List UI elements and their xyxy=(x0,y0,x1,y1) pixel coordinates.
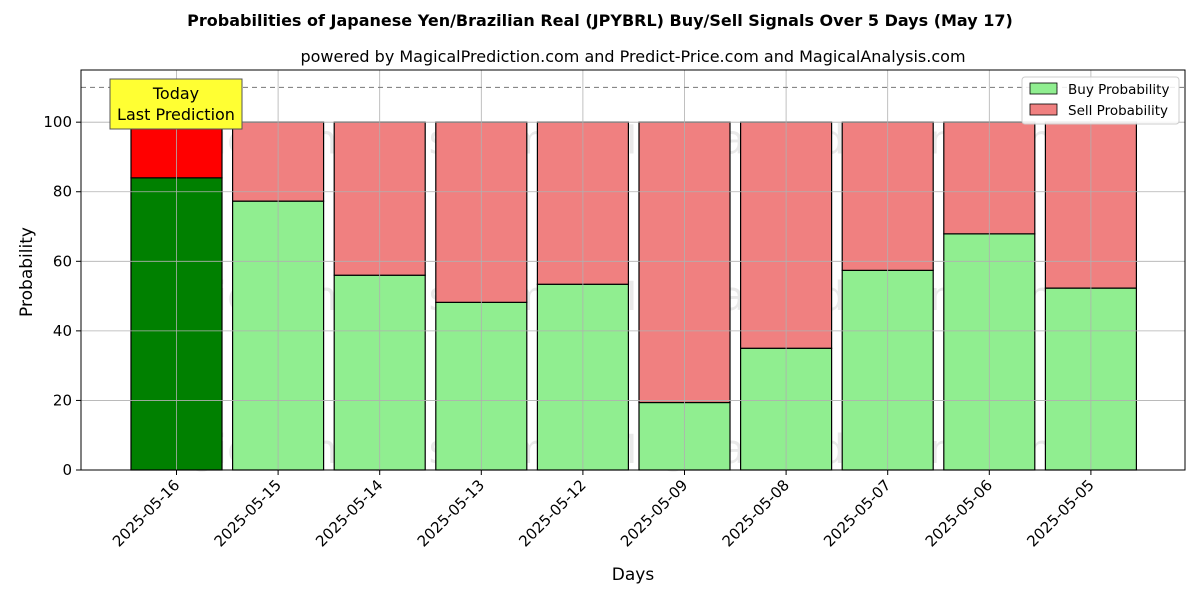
plot-frame xyxy=(80,69,1186,471)
x-tick-label: 2025-05-13 xyxy=(414,476,488,550)
x-tick-label: 2025-05-12 xyxy=(515,476,589,550)
x-tick-label: 2025-05-09 xyxy=(617,476,691,550)
legend-label-buy: Buy Probability xyxy=(1068,82,1169,98)
y-tick-label: 80 xyxy=(53,183,72,201)
grid-layer xyxy=(81,70,1185,471)
annotation-line-2: Last Prediction xyxy=(117,105,235,124)
x-tick-label: 2025-05-07 xyxy=(820,476,894,550)
y-tick-label: 60 xyxy=(53,252,72,270)
bars-layer xyxy=(130,121,1138,471)
today-annotation: Today Last Prediction xyxy=(109,78,243,130)
x-tick-label: 2025-05-16 xyxy=(109,476,183,550)
chart-subtitle: powered by MagicalPrediction.com and Pre… xyxy=(300,47,965,66)
legend-label-sell: Sell Probability xyxy=(1068,103,1168,119)
legend-frame xyxy=(1021,76,1180,125)
chart-title: Probabilities of Japanese Yen/Brazilian … xyxy=(187,11,1013,30)
x-tick-label: 2025-05-14 xyxy=(312,476,386,550)
y-tick-label: 20 xyxy=(53,391,72,409)
y-axis: 0 20 40 60 80 100 xyxy=(43,113,81,479)
x-axis-label: Days xyxy=(612,565,655,585)
y-tick-label: 0 xyxy=(62,461,72,479)
legend-swatch-buy xyxy=(1029,82,1058,95)
x-axis: 2025-05-16 2025-05-15 2025-05-14 2025-05-13… xyxy=(109,470,1098,550)
y-tick-label: 100 xyxy=(43,113,72,131)
x-tick-label: 2025-05-15 xyxy=(211,476,285,550)
y-axis-label: Probability xyxy=(17,227,37,317)
y-tick-label: 40 xyxy=(53,322,72,340)
annotation-box xyxy=(109,78,243,130)
x-tick-label: 2025-05-08 xyxy=(719,476,793,550)
x-tick-label: 2025-05-06 xyxy=(922,476,996,550)
annotation-line-1: Today xyxy=(152,84,199,103)
legend: Buy Probability Sell Probability xyxy=(1021,76,1180,125)
legend-swatch-sell xyxy=(1029,103,1058,116)
x-tick-label: 2025-05-05 xyxy=(1023,476,1097,550)
